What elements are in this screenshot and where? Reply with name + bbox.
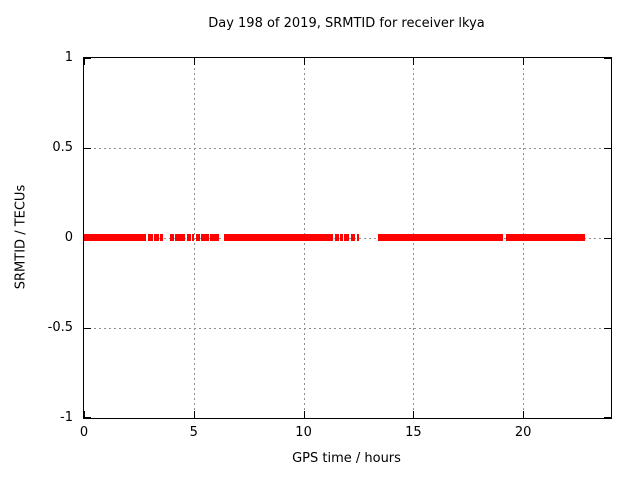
data-segment [346, 234, 350, 241]
x-tick-bottom [84, 411, 85, 418]
y-tick-right [604, 328, 611, 329]
data-segment [335, 234, 339, 241]
y-tick-label: -0.5 [47, 320, 73, 335]
x-tick-label: 0 [79, 425, 89, 440]
x-tick-bottom [193, 411, 195, 418]
y-tick-left [84, 417, 91, 418]
data-segment [195, 234, 200, 241]
data-segment [160, 234, 164, 241]
data-segment [169, 234, 174, 241]
y-tick-left [84, 58, 91, 59]
data-segment [352, 234, 356, 241]
data-segment [223, 234, 334, 241]
y-gridline [84, 148, 611, 149]
y-tick-right [604, 238, 611, 239]
x-tick-top [193, 58, 195, 65]
x-tick-label: 15 [405, 425, 422, 440]
x-tick-top [523, 58, 525, 65]
x-axis-label: GPS time / hours [292, 451, 401, 466]
data-segment [187, 234, 191, 241]
data-segment [174, 234, 185, 241]
y-tick-right [604, 148, 611, 149]
y-tick-label: 0 [64, 230, 73, 245]
y-tick-label: 0.5 [52, 140, 73, 155]
data-segment [340, 234, 344, 241]
x-tick-top [303, 58, 305, 65]
y-tick-left [84, 328, 91, 329]
y-gridline [84, 328, 611, 329]
y-axis-label: SRMTID / TECUs [13, 184, 29, 290]
data-segment [205, 234, 210, 241]
y-tick-right [604, 58, 611, 59]
y-tick-left [84, 148, 91, 149]
data-segment [200, 234, 205, 241]
x-tick-bottom [303, 411, 305, 418]
data-segment [210, 234, 220, 241]
x-tick-label: 10 [295, 425, 312, 440]
data-segment [350, 234, 353, 241]
y-tick-label: 1 [64, 50, 73, 65]
data-segment [356, 234, 359, 241]
y-tick-label: -1 [60, 410, 73, 425]
y-tick-right [604, 417, 611, 418]
data-segment [148, 234, 154, 241]
plot-area: 0 5 10 15 20 -1 -0.5 0 0.5 1 [48, 50, 612, 440]
data-segment [154, 234, 160, 241]
x-tick-label: 20 [514, 425, 532, 440]
x-tick-top [413, 58, 415, 65]
data-segment [191, 234, 194, 241]
x-tick-label: 5 [189, 425, 198, 440]
x-tick-bottom [523, 411, 525, 418]
chart-title: Day 198 of 2019, SRMTID for receiver lky… [208, 16, 485, 31]
data-segment [378, 234, 504, 241]
data-segment [506, 234, 586, 241]
data-segment [84, 234, 147, 241]
data-segment [344, 234, 347, 241]
x-tick-bottom [413, 411, 415, 418]
x-tick-top [84, 58, 85, 65]
